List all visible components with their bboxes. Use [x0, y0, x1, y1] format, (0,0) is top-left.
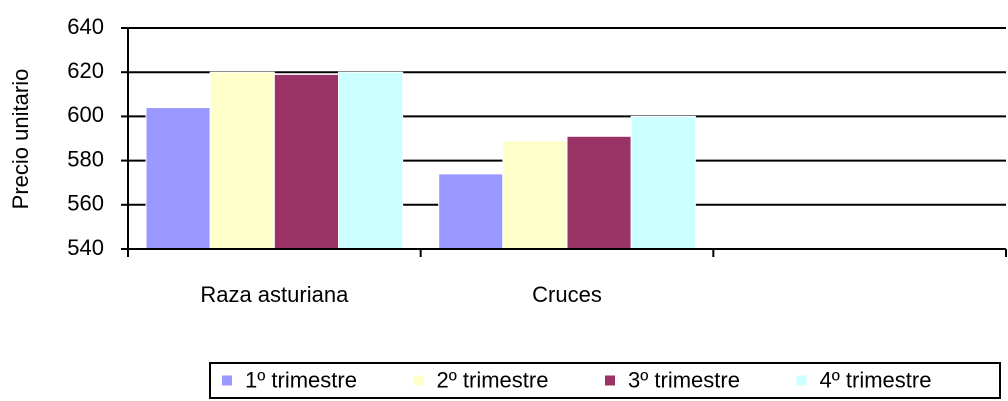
- legend-label: 3º trimestre: [628, 367, 740, 392]
- bar: [566, 135, 632, 250]
- bar: [630, 115, 696, 250]
- bar: [502, 140, 568, 250]
- x-tick-label: Cruces: [532, 282, 602, 307]
- legend-label: 4º trimestre: [820, 367, 932, 392]
- bar: [338, 71, 404, 250]
- y-tick-label: 620: [67, 58, 104, 83]
- legend-swatch: [222, 375, 232, 386]
- y-tick-label: 580: [67, 146, 104, 171]
- bar: [145, 107, 211, 250]
- legend-label: 2º trimestre: [437, 367, 549, 392]
- y-tick-label: 640: [67, 14, 104, 39]
- y-axis-label: Precio unitario: [8, 69, 33, 210]
- legend-swatch: [796, 375, 807, 386]
- legend-swatch: [413, 375, 424, 386]
- y-tick-label: 600: [67, 102, 104, 127]
- bar: [273, 73, 340, 250]
- legend-swatch: [605, 375, 615, 386]
- y-tick-label: 540: [67, 235, 104, 260]
- x-tick-label: Raza asturiana: [200, 282, 349, 307]
- legend-label: 1º trimestre: [245, 367, 357, 392]
- bar: [209, 71, 275, 250]
- bar: [438, 173, 504, 250]
- y-tick-label: 560: [67, 191, 104, 216]
